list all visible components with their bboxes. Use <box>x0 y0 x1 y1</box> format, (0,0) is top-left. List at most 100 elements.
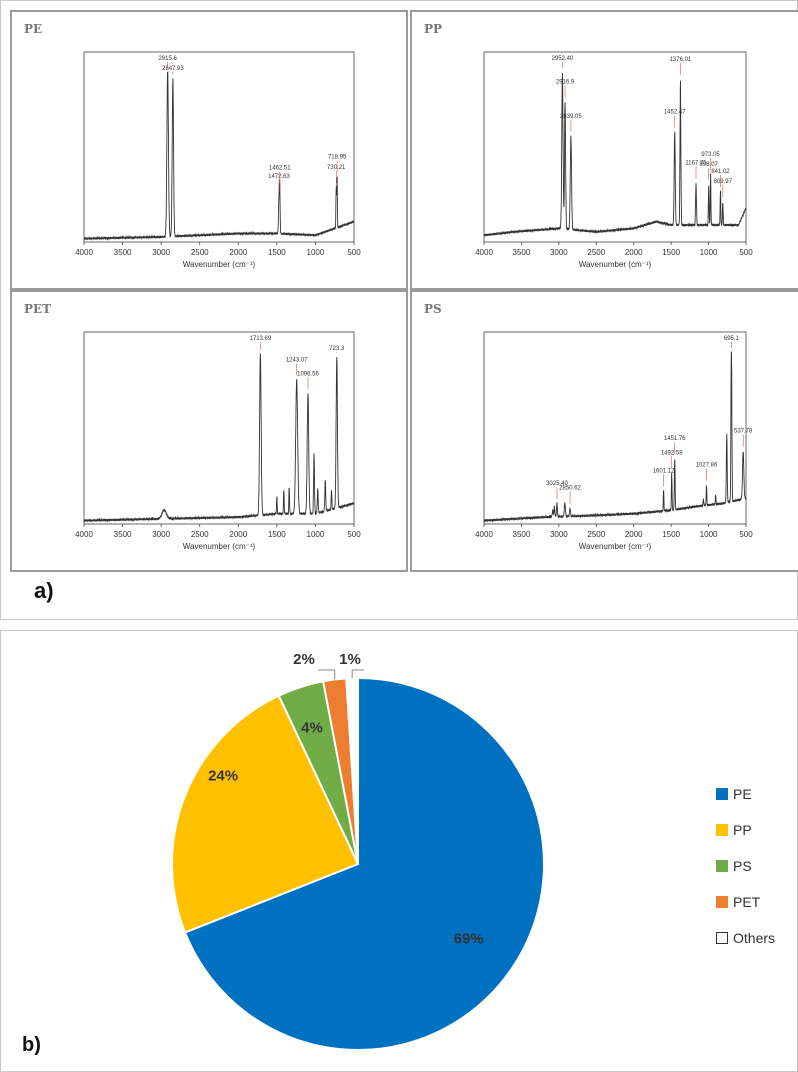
panel-tag: PS <box>424 302 442 316</box>
peak-label: 1713.69 <box>250 336 272 342</box>
x-tick-label: 2000 <box>229 530 247 539</box>
pe-spectrum-chart: 4000 3500 3000 2500 2000 1500 1000 500 Wavenumbe… <box>75 51 361 269</box>
x-tick-label: 3000 <box>152 530 170 539</box>
spectrum-line <box>83 353 355 523</box>
x-axis-label: Wavenumber (cm⁻¹) <box>183 542 256 551</box>
peak-label: 718.95 <box>328 155 347 161</box>
pie-data-label: 69% <box>454 930 484 947</box>
x-tick-label: 500 <box>347 530 361 539</box>
x-tick-label: 1500 <box>662 248 680 257</box>
x-axis-label: Wavenumber (cm⁻¹) <box>183 260 256 269</box>
spectrum-panel-ps: PS 4000 3500 3000 2500 2000 1500 1000 500 Wavenu… <box>410 290 798 572</box>
pie-slice-pe <box>183 676 545 1051</box>
spectrum-panel-pet: PET 4000 3500 3000 2500 2000 1500 1000 500 Waven… <box>10 290 408 572</box>
x-tick-label: 2500 <box>191 530 209 539</box>
legend-label: PET <box>733 894 761 910</box>
pp-spectrum-chart: 4000 3500 3000 2500 2000 1500 1000 500 Wavenumbe… <box>475 51 753 269</box>
leader-line <box>318 669 336 680</box>
x-tick-label: 1500 <box>268 248 286 257</box>
panel-tag: PET <box>24 302 52 316</box>
peak-label: 2952.40 <box>552 56 574 62</box>
pie-legend: PE PP PS PET Others <box>716 776 775 956</box>
x-tick-label: 4000 <box>475 530 493 539</box>
x-tick-label: 500 <box>347 248 361 257</box>
spectrum-line <box>483 72 747 237</box>
legend-swatch <box>716 896 728 908</box>
legend-item-pp: PP <box>716 812 775 848</box>
legend-item-others: Others <box>716 920 775 956</box>
section-b-label: b) <box>22 1034 41 1056</box>
pie-data-label: 4% <box>301 719 323 736</box>
legend-swatch <box>716 788 728 800</box>
x-axis-label: Wavenumber (cm⁻¹) <box>579 260 652 269</box>
peak-label: 3025.40 <box>546 481 568 487</box>
pie-chart: 69% 24% 4% 2% 1% <box>171 651 545 1051</box>
peak-label: 2850.62 <box>559 486 581 492</box>
spectrum-panel-pe: PE 4000 3500 3000 2500 2000 1500 1000 500 Wavenu… <box>10 10 408 290</box>
peak-label: 1601.12 <box>653 468 675 474</box>
peak-label: 1472.63 <box>268 174 290 180</box>
peak-label: 1096.56 <box>297 371 319 377</box>
legend-swatch <box>716 860 728 872</box>
legend-swatch <box>716 824 728 836</box>
peak-label: 1452.47 <box>664 110 686 116</box>
plot-frame <box>83 51 355 243</box>
pet-spectrum-chart: 4000 3500 3000 2500 2000 1500 1000 500 Wavenumbe… <box>75 331 361 551</box>
peak-label: 2847.93 <box>162 66 184 72</box>
x-tick-label: 1000 <box>307 248 325 257</box>
legend-swatch <box>716 932 728 944</box>
peak-label: 1167.75 <box>685 161 707 167</box>
plot-frame <box>83 331 355 525</box>
x-tick-label: 2500 <box>587 530 605 539</box>
x-tick-label: 3000 <box>550 530 568 539</box>
peak-label: 730.21 <box>327 165 346 171</box>
pie-data-label: 1% <box>339 651 361 668</box>
x-tick-label: 3000 <box>152 248 170 257</box>
peak-label: 973.05 <box>701 152 720 158</box>
legend-label: PP <box>733 822 752 838</box>
x-tick-label: 2000 <box>229 248 247 257</box>
ps-spectrum-chart: 4000 3500 3000 2500 2000 1500 1000 500 Wavenumbe… <box>475 331 753 551</box>
x-tick-label: 1000 <box>700 248 718 257</box>
x-tick-label: 2000 <box>625 530 643 539</box>
x-tick-label: 500 <box>739 248 753 257</box>
x-tick-label: 4000 <box>475 248 493 257</box>
peak-label: 1027.86 <box>696 463 718 469</box>
x-tick-label: 3500 <box>114 248 132 257</box>
x-tick-label: 2000 <box>625 248 643 257</box>
peak-label: 2839.05 <box>560 114 582 120</box>
pie-data-label: 24% <box>208 768 238 785</box>
peak-label: 2916.9 <box>556 79 575 85</box>
leader-line <box>351 669 364 679</box>
legend-item-pet: PET <box>716 884 775 920</box>
plot-frame <box>483 331 747 525</box>
section-a-label: a) <box>34 578 54 603</box>
x-tick-label: 1500 <box>268 530 286 539</box>
peak-label: 695.1 <box>724 336 740 342</box>
x-tick-label: 500 <box>739 530 753 539</box>
x-tick-label: 3500 <box>513 530 531 539</box>
spectrum-panel-pp: PP 4000 3500 3000 2500 2000 1500 1000 500 Wavenu… <box>410 10 798 290</box>
spectrum-line <box>83 70 355 241</box>
peak-label: 1451.76 <box>664 436 686 442</box>
x-tick-label: 1000 <box>700 530 718 539</box>
peak-label: 1492.58 <box>661 450 683 456</box>
legend-item-pe: PE <box>716 776 775 812</box>
x-tick-label: 3500 <box>513 248 531 257</box>
peak-label: 723.3 <box>329 346 345 352</box>
pie-slice-pp <box>171 694 360 934</box>
x-tick-label: 4000 <box>75 530 93 539</box>
pie-data-label: 2% <box>293 651 315 668</box>
legend-label: Others <box>733 930 776 946</box>
x-tick-label: 1000 <box>307 530 325 539</box>
legend-item-ps: PS <box>716 848 775 884</box>
x-tick-label: 1500 <box>662 530 680 539</box>
peak-label: 2915.6 <box>158 56 177 62</box>
peak-label: 998.07 <box>700 162 719 168</box>
peak-label: 809.97 <box>714 179 733 185</box>
plot-frame <box>483 51 747 243</box>
peak-label: 841.02 <box>711 169 730 175</box>
x-axis-label: Wavenumber (cm⁻¹) <box>579 542 652 551</box>
x-tick-label: 4000 <box>75 248 93 257</box>
panel-tag: PE <box>24 22 43 36</box>
